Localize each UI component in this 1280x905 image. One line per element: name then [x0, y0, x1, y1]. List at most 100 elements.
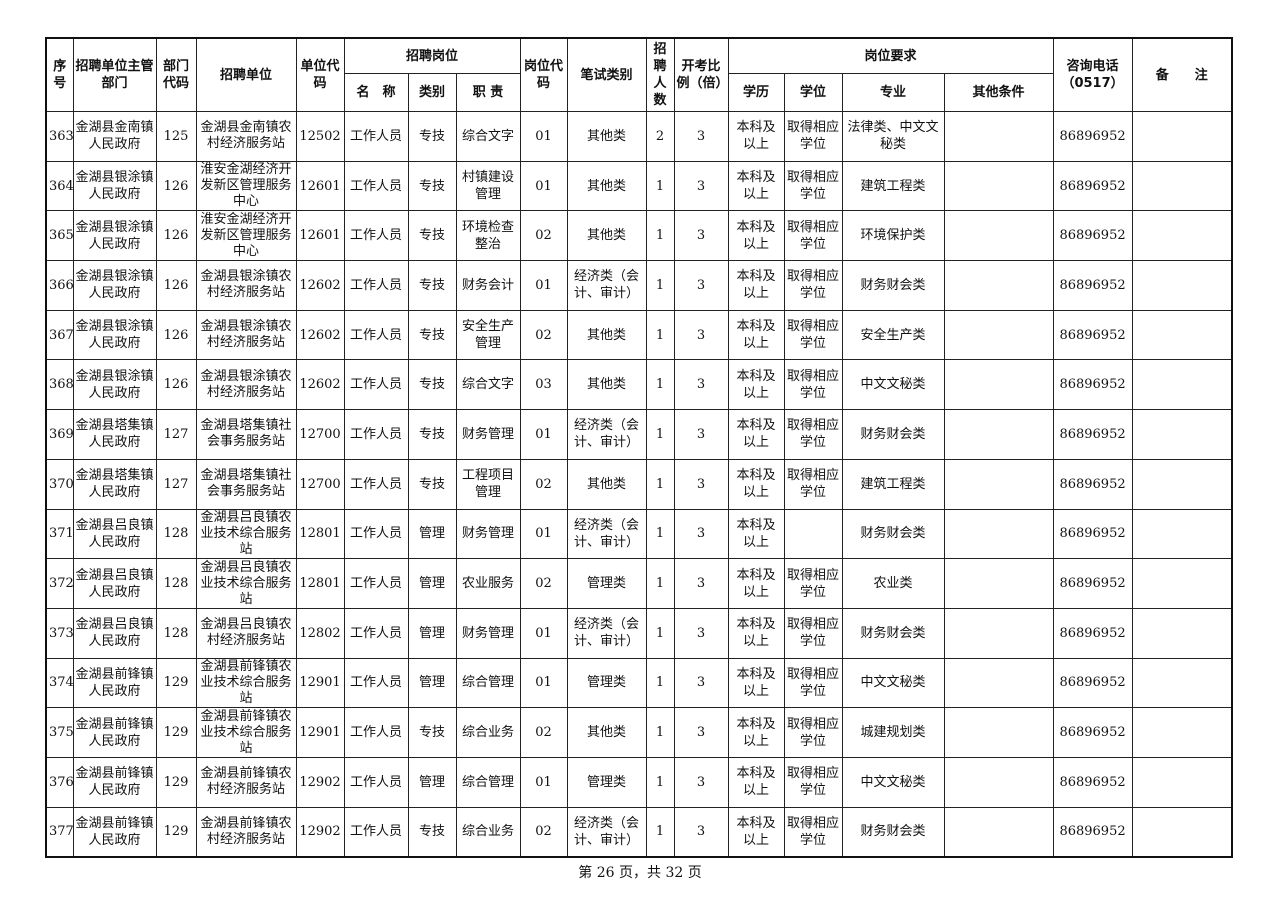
cell-pos-code: 01 — [519, 756, 568, 808]
cell-pos-type: 管理 — [407, 607, 457, 659]
cell-note — [1131, 210, 1233, 262]
cell-unit-code: 12602 — [295, 309, 345, 361]
cell-ratio: 3 — [673, 359, 729, 411]
cell-seq: 375 — [45, 707, 74, 758]
cell-count: 1 — [645, 458, 675, 510]
cell-degree: 取得相应学位 — [783, 558, 843, 609]
cell-phone: 86896952 — [1052, 558, 1133, 609]
header-pos-name: 名 称 — [343, 73, 409, 112]
cell-other — [943, 160, 1054, 212]
cell-degree: 取得相应学位 — [783, 309, 843, 361]
cell-major: 中文文秘类 — [841, 756, 945, 808]
cell-exam-type: 其他类 — [566, 707, 647, 758]
cell-other — [943, 657, 1054, 709]
cell-degree: 取得相应学位 — [783, 210, 843, 262]
cell-pos-code: 02 — [519, 806, 568, 858]
cell-unit-code: 12601 — [295, 210, 345, 262]
cell-ratio: 3 — [673, 756, 729, 808]
cell-pos-name: 工作人员 — [343, 359, 409, 411]
cell-edu: 本科及以上 — [727, 756, 785, 808]
cell-pos-type: 管理 — [407, 657, 457, 709]
cell-degree: 取得相应学位 — [783, 657, 843, 709]
cell-note — [1131, 458, 1233, 510]
cell-phone: 86896952 — [1052, 260, 1133, 311]
cell-note — [1131, 806, 1233, 858]
cell-unit: 淮安金湖经济开发新区管理服务中心 — [195, 210, 297, 262]
cell-degree: 取得相应学位 — [783, 707, 843, 758]
cell-exam-type: 管理类 — [566, 558, 647, 609]
cell-seq: 366 — [45, 260, 74, 311]
cell-other — [943, 458, 1054, 510]
cell-unit: 金湖县前锋镇农业技术综合服务站 — [195, 707, 297, 758]
cell-dept-code: 126 — [155, 309, 197, 361]
cell-unit-code: 12801 — [295, 558, 345, 609]
cell-pos-duty: 综合文字 — [455, 359, 521, 411]
cell-edu: 本科及以上 — [727, 359, 785, 411]
cell-unit: 金湖县吕良镇农业技术综合服务站 — [195, 508, 297, 560]
table-row: 375 金湖县前锋镇人民政府 129 金湖县前锋镇农业技术综合服务站 12901 工作人员… — [45, 707, 1233, 758]
header-pos-code: 岗位代码 — [519, 37, 568, 112]
cell-edu: 本科及以上 — [727, 309, 785, 361]
cell-dept-code: 128 — [155, 607, 197, 659]
cell-pos-name: 工作人员 — [343, 707, 409, 758]
cell-seq: 365 — [45, 210, 74, 262]
cell-exam-type: 管理类 — [566, 657, 647, 709]
cell-dept: 金湖县吕良镇人民政府 — [72, 508, 157, 560]
cell-major: 财务财会类 — [841, 260, 945, 311]
cell-ratio: 3 — [673, 458, 729, 510]
cell-note — [1131, 558, 1233, 609]
cell-dept-code: 129 — [155, 756, 197, 808]
cell-degree: 取得相应学位 — [783, 111, 843, 162]
cell-major: 建筑工程类 — [841, 160, 945, 212]
header-edu: 学历 — [727, 73, 785, 112]
cell-dept-code: 125 — [155, 111, 197, 162]
table-row: 372 金湖县吕良镇人民政府 128 金湖县吕良镇农业技术综合服务站 12801 工作人员… — [45, 558, 1233, 609]
cell-pos-name: 工作人员 — [343, 806, 409, 858]
cell-count: 1 — [645, 260, 675, 311]
table-row: 373 金湖县吕良镇人民政府 128 金湖县吕良镇农村经济服务站 12802 工作人员 管理… — [45, 607, 1233, 659]
cell-count: 1 — [645, 756, 675, 808]
cell-edu: 本科及以上 — [727, 160, 785, 212]
cell-pos-type: 专技 — [407, 210, 457, 262]
cell-pos-duty: 安全生产管理 — [455, 309, 521, 361]
cell-unit: 金湖县塔集镇社会事务服务站 — [195, 409, 297, 460]
cell-ratio: 3 — [673, 210, 729, 262]
cell-dept: 金湖县前锋镇人民政府 — [72, 756, 157, 808]
cell-note — [1131, 508, 1233, 560]
cell-seq: 369 — [45, 409, 74, 460]
cell-dept: 金湖县银涂镇人民政府 — [72, 309, 157, 361]
cell-note — [1131, 657, 1233, 709]
cell-seq: 373 — [45, 607, 74, 659]
cell-major: 财务财会类 — [841, 806, 945, 858]
cell-unit-code: 12502 — [295, 111, 345, 162]
cell-other — [943, 210, 1054, 262]
cell-dept: 金湖县前锋镇人民政府 — [72, 707, 157, 758]
table-row: 370 金湖县塔集镇人民政府 127 金湖县塔集镇社会事务服务站 12700 工作人员 专技… — [45, 458, 1233, 510]
cell-seq: 377 — [45, 806, 74, 858]
cell-pos-duty: 环境检查整治 — [455, 210, 521, 262]
cell-dept: 金湖县金南镇人民政府 — [72, 111, 157, 162]
cell-other — [943, 607, 1054, 659]
cell-phone: 86896952 — [1052, 359, 1133, 411]
cell-degree: 取得相应学位 — [783, 409, 843, 460]
header-position-group: 招聘岗位 — [343, 37, 521, 74]
header-exam-type: 笔试类别 — [566, 37, 647, 112]
cell-pos-type: 管理 — [407, 508, 457, 560]
table-row: 377 金湖县前锋镇人民政府 129 金湖县前锋镇农村经济服务站 12902 工作人员 专技… — [45, 806, 1233, 858]
cell-pos-type: 专技 — [407, 458, 457, 510]
cell-pos-code: 03 — [519, 359, 568, 411]
cell-note — [1131, 160, 1233, 212]
cell-edu: 本科及以上 — [727, 508, 785, 560]
cell-other — [943, 309, 1054, 361]
cell-pos-name: 工作人员 — [343, 657, 409, 709]
cell-dept-code: 126 — [155, 160, 197, 212]
cell-pos-duty: 综合业务 — [455, 806, 521, 858]
cell-ratio: 3 — [673, 409, 729, 460]
cell-exam-type: 其他类 — [566, 359, 647, 411]
cell-unit: 金湖县吕良镇农业技术综合服务站 — [195, 558, 297, 609]
cell-seq: 367 — [45, 309, 74, 361]
cell-phone: 86896952 — [1052, 160, 1133, 212]
cell-unit: 金湖县吕良镇农村经济服务站 — [195, 607, 297, 659]
cell-unit-code: 12902 — [295, 806, 345, 858]
cell-phone: 86896952 — [1052, 607, 1133, 659]
